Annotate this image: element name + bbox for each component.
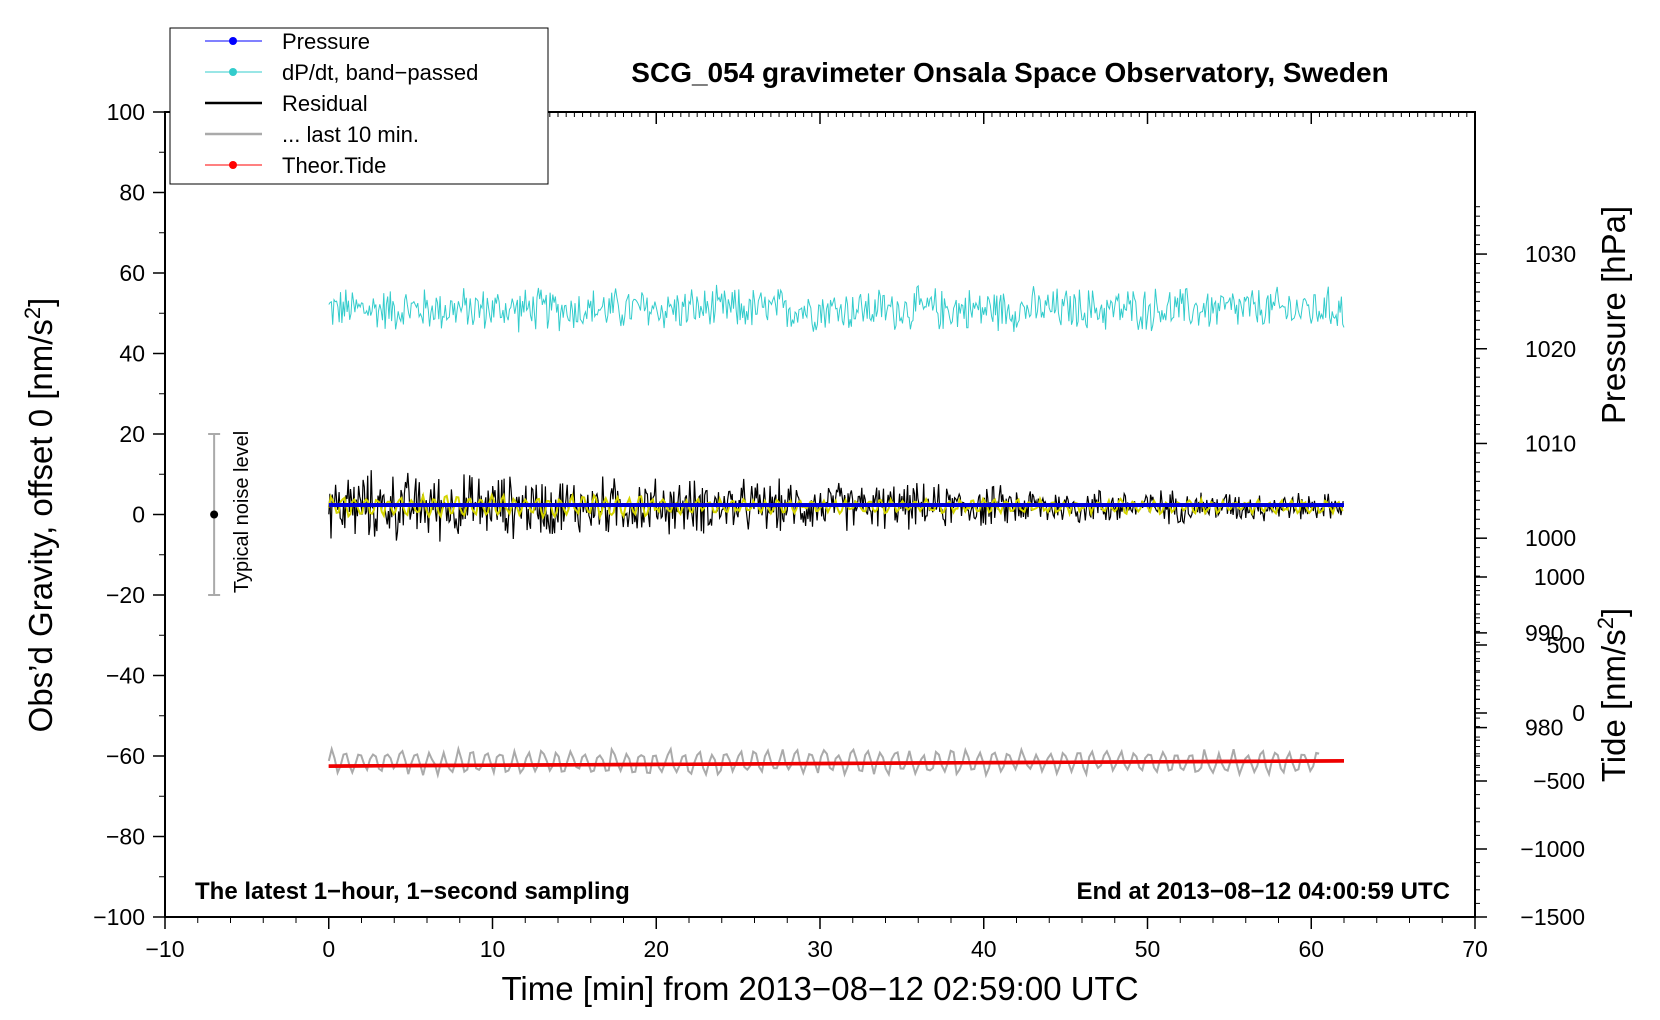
y-axis-title: Obs’d Gravity, offset 0 [nm/s2] xyxy=(20,298,59,733)
x-tick-label: 0 xyxy=(322,936,335,962)
legend-item: Residual xyxy=(205,91,368,116)
pressure-tick-label: 1010 xyxy=(1525,430,1576,456)
y-tick-label: −20 xyxy=(106,582,145,608)
legend-item: ... last 10 min. xyxy=(205,122,419,147)
legend-label: Theor.Tide xyxy=(282,153,386,178)
tide-axis-title-main: Tide [nm/s xyxy=(1595,629,1632,782)
sampling-note: The latest 1−hour, 1−second sampling xyxy=(195,878,630,905)
y-tick-label: 100 xyxy=(107,99,145,125)
tide-tick-label: 0 xyxy=(1572,700,1585,726)
noise-level-bar xyxy=(208,433,221,596)
noise-level-label: Typical noise level xyxy=(231,431,253,593)
tide-tick-label: 1000 xyxy=(1534,564,1585,590)
x-tick-label: 30 xyxy=(807,936,833,962)
y-axis-ticks: 100 80 60 40 20 0 −20 −40 −60 −80 −100 xyxy=(93,99,165,930)
tide-axis-title-close: ] xyxy=(1595,608,1632,617)
pressure-tick-label: 1000 xyxy=(1525,525,1576,551)
legend-item: Pressure xyxy=(205,29,370,54)
tide-tick-label: −500 xyxy=(1533,768,1585,794)
y-tick-label: 80 xyxy=(119,180,145,206)
series-theor-tide-overlay xyxy=(328,759,1345,768)
x-tick-label: 50 xyxy=(1135,936,1161,962)
legend-marker xyxy=(229,68,237,76)
x-tick-label: 20 xyxy=(643,936,669,962)
series-residual-smoothed xyxy=(327,491,1344,521)
legend-item: Theor.Tide xyxy=(205,153,386,178)
y-tick-label: 60 xyxy=(119,260,145,286)
tide-tick-label: −1000 xyxy=(1520,836,1585,862)
y-axis-title-main: Obs’d Gravity, offset 0 [nm/s xyxy=(22,319,59,732)
x-tick-label: 70 xyxy=(1462,936,1488,962)
pressure-tick-label: 990 xyxy=(1525,620,1563,646)
chart-title: SCG_054 gravimeter Onsala Space Observat… xyxy=(631,57,1388,88)
series-last-10-min xyxy=(327,745,1320,779)
y-tick-label: −80 xyxy=(106,824,145,850)
legend: Pressure dP/dt, band−passed Residual ... la… xyxy=(169,27,549,185)
tide-axis-ticks: 1000 500 0 −500 −1000 −1500 xyxy=(1475,564,1585,930)
noise-bar-center-dot xyxy=(210,510,219,519)
x-tick-label: 10 xyxy=(480,936,506,962)
y-axis-title-close: ] xyxy=(22,298,59,307)
pressure-axis-title: Pressure [hPa] xyxy=(1595,206,1632,424)
tide-tick-label: 500 xyxy=(1547,632,1585,658)
pressure-tick-label: 980 xyxy=(1525,715,1563,741)
y-tick-label: −100 xyxy=(93,904,145,930)
y-axis-title-sup: 2 xyxy=(20,307,45,319)
legend-marker xyxy=(229,161,237,169)
y-tick-label: −60 xyxy=(106,743,145,769)
tide-axis-title: Tide [nm/s2] xyxy=(1593,608,1632,782)
tide-tick-label: −1500 xyxy=(1520,904,1585,930)
y-tick-label: −40 xyxy=(106,663,145,689)
series-layer xyxy=(327,284,1345,779)
pressure-axis-ticks: 1030 1020 1010 1000 990 980 xyxy=(1475,206,1576,776)
x-axis-title: Time [min] from 2013−08−12 02:59:00 UTC xyxy=(501,970,1138,1007)
legend-label: Pressure xyxy=(282,29,370,54)
legend-marker xyxy=(229,37,237,45)
legend-box xyxy=(169,27,549,185)
legend-item: dP/dt, band−passed xyxy=(205,60,478,85)
tide-axis-title-sup: 2 xyxy=(1593,617,1618,629)
legend-label: ... last 10 min. xyxy=(282,122,419,147)
series-dpdt xyxy=(328,284,1345,333)
legend-label: dP/dt, band−passed xyxy=(282,60,478,85)
x-tick-label: 60 xyxy=(1298,936,1324,962)
y-tick-label: 0 xyxy=(132,502,145,528)
pressure-tick-label: 1020 xyxy=(1525,336,1576,362)
x-tick-label: −10 xyxy=(145,936,184,962)
x-tick-label: 40 xyxy=(971,936,997,962)
pressure-tick-label: 1030 xyxy=(1525,241,1576,267)
end-time-note: End at 2013−08−12 04:00:59 UTC xyxy=(1076,878,1450,905)
y-tick-label: 40 xyxy=(119,341,145,367)
x-axis-ticks: −10 0 10 20 30 40 50 60 70 xyxy=(145,112,1488,962)
legend-label: Residual xyxy=(282,91,368,116)
y-tick-label: 20 xyxy=(119,421,145,447)
